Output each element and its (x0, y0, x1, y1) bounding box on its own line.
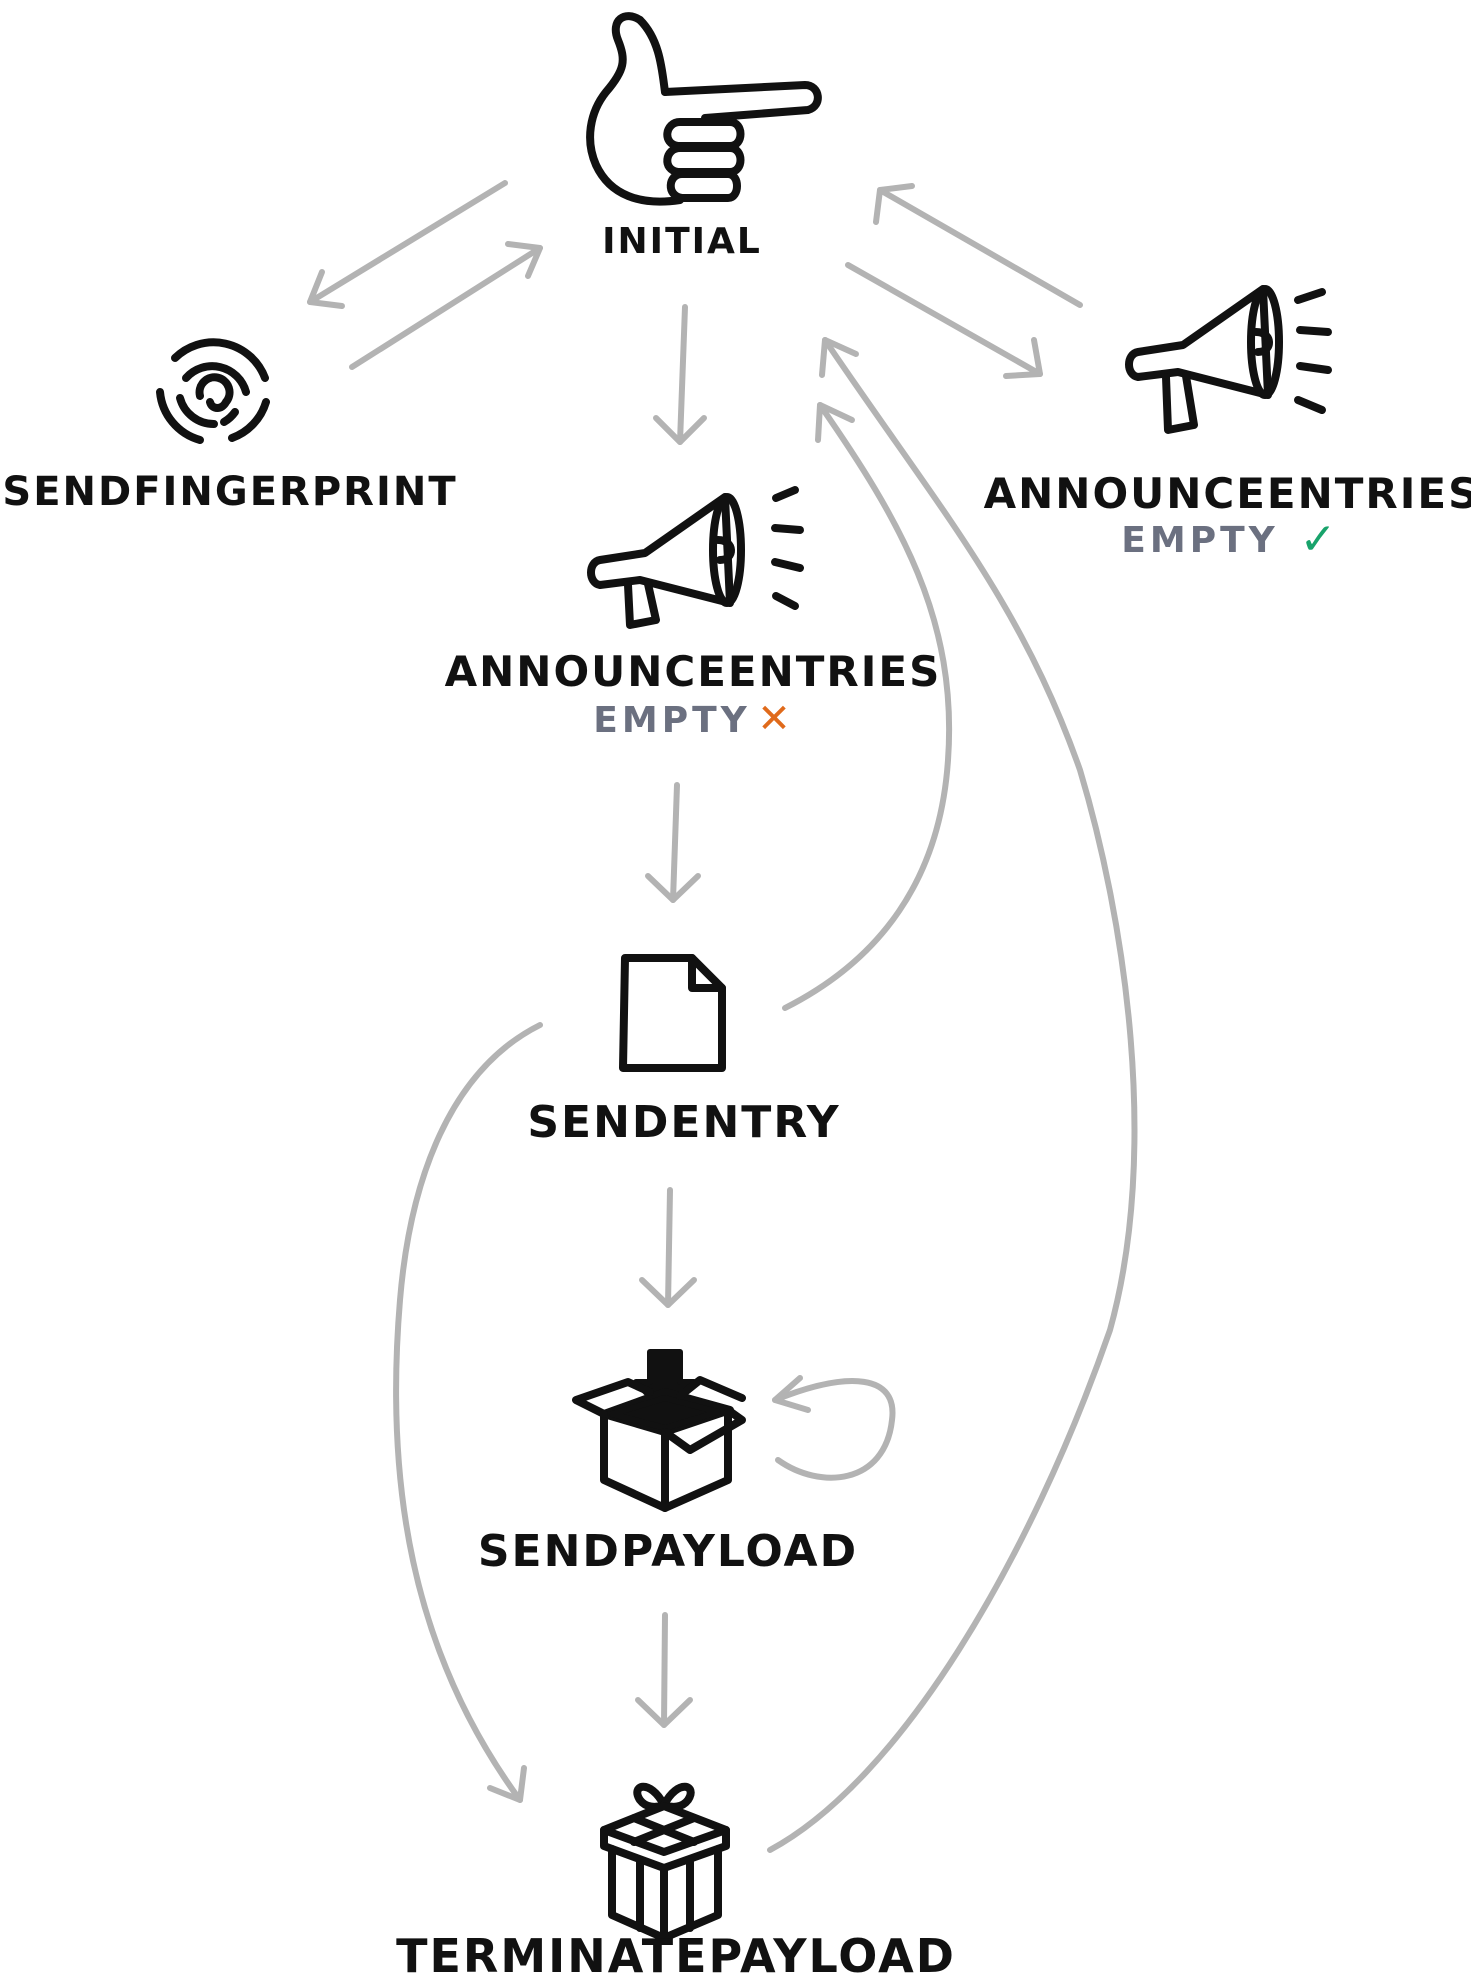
empty-label: EMPTY (593, 700, 750, 741)
check-icon: ✓ (1300, 514, 1337, 565)
document-icon (623, 958, 722, 1068)
node-announceentries-nonempty[interactable]: ANNOUNCEENTRIES EMPTY ✕ (445, 490, 942, 742)
node-sendpayload-label: SENDPAYLOAD (478, 1526, 858, 1577)
node-announceentries-empty[interactable]: ANNOUNCEENTRIES EMPTY ✓ (984, 289, 1471, 565)
node-sendentry-label: SENDENTRY (527, 1097, 840, 1148)
edge-announceentries-empty-to-initial (876, 186, 1080, 305)
edge-terminatepayload-to-initial (770, 340, 1134, 1850)
megaphone-icon (1129, 289, 1328, 430)
edge-sendpayload-to-terminatepayload (638, 1615, 690, 1725)
pointing-hand-icon (590, 16, 818, 202)
edge-initial-to-announceentries-empty (848, 265, 1040, 376)
node-announceentries-empty-label: ANNOUNCEENTRIES (984, 469, 1471, 518)
node-terminatepayload-label: TERMINATEPAYLOAD (396, 1929, 956, 1983)
node-sendfingerprint[interactable]: SENDFINGERPRINT (2, 342, 457, 515)
node-initial-label: INITIAL (602, 221, 762, 262)
edge-sendpayload-self-loop (775, 1378, 893, 1478)
node-announceentries-nonempty-label: ANNOUNCEENTRIES (445, 647, 942, 696)
node-terminatepayload[interactable]: TERMINATEPAYLOAD (396, 1787, 956, 1983)
node-initial[interactable]: INITIAL (590, 16, 818, 262)
node-sendpayload[interactable]: SENDPAYLOAD (478, 1352, 858, 1577)
fingerprint-icon (160, 342, 266, 440)
box-download-icon (576, 1352, 742, 1508)
edge-initial-to-announceentries-nonempty (656, 307, 704, 442)
node-sendentry[interactable]: SENDENTRY (527, 958, 840, 1148)
empty-label: EMPTY (1121, 520, 1278, 561)
edge-sendentry-to-terminatepayload (396, 1025, 540, 1800)
edge-sendentry-to-initial (785, 405, 949, 1008)
edge-announceentries-to-sendentry (648, 785, 698, 900)
edge-sendentry-to-sendpayload (642, 1190, 694, 1305)
gift-icon (604, 1787, 726, 1938)
cross-icon: ✕ (757, 696, 791, 742)
megaphone-icon (591, 490, 800, 625)
node-sendfingerprint-label: SENDFINGERPRINT (2, 469, 457, 515)
